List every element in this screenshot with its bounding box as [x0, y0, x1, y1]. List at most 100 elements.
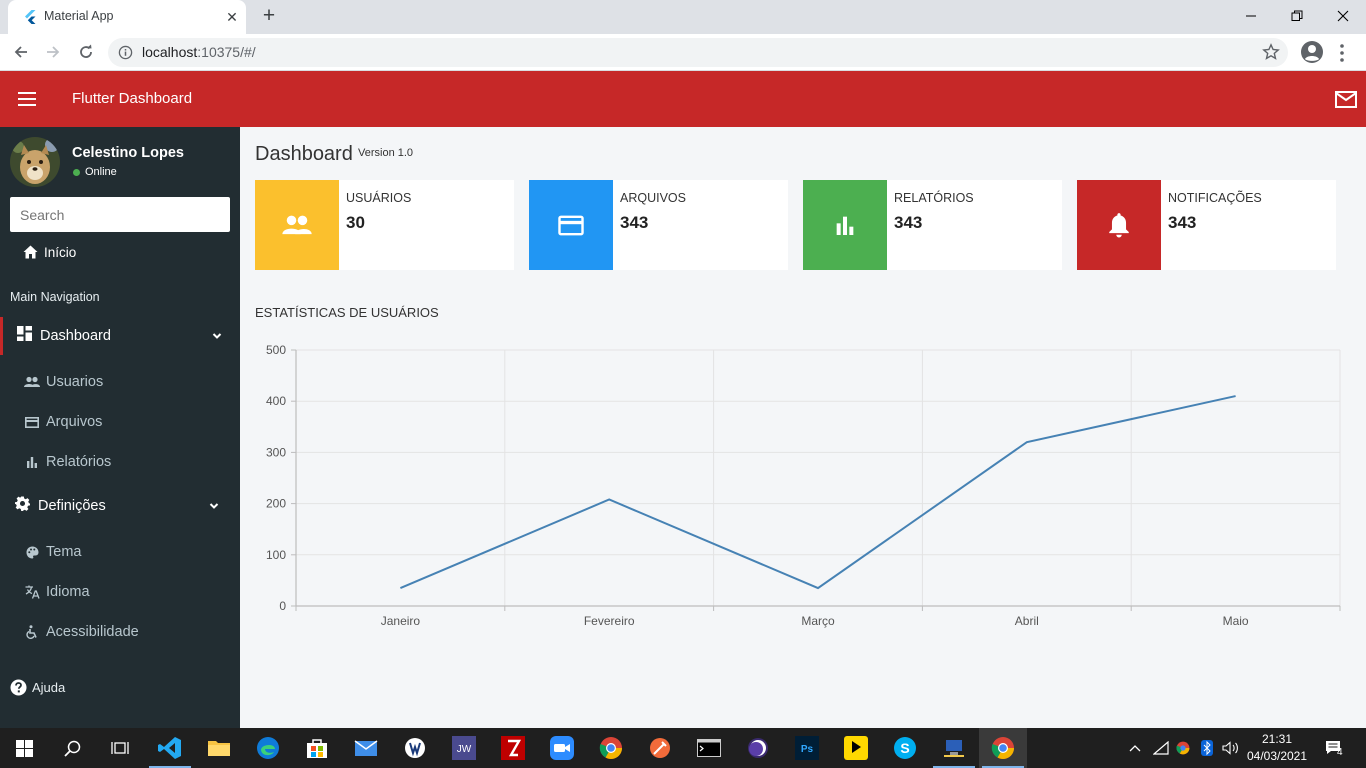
tray-network[interactable]	[1150, 728, 1172, 768]
sidebar-item-inicio[interactable]: Início	[0, 236, 240, 268]
url-path: :10375/#/	[197, 44, 256, 60]
sidebar-item-usuarios[interactable]: Usuarios	[24, 368, 240, 396]
back-button[interactable]	[8, 39, 34, 65]
x-tick-label: Janeiro	[381, 614, 421, 628]
accessibility-icon	[24, 624, 40, 640]
stat-card-label: RELATÓRIOS	[894, 191, 974, 205]
taskbar-store[interactable]	[293, 728, 341, 768]
sidebar-group-definicoes[interactable]: Definições	[0, 487, 240, 525]
sidebar-item-arquivos[interactable]: Arquivos	[24, 408, 240, 436]
stat-card-value: 343	[1168, 213, 1197, 232]
taskbar-mail[interactable]	[342, 728, 390, 768]
sidebar-item-tema[interactable]: Tema	[24, 538, 240, 566]
stat-card-label: ARQUIVOS	[620, 191, 686, 205]
app-bar: Flutter Dashboard	[0, 71, 1366, 127]
notification-center-button[interactable]: 4	[1320, 728, 1350, 768]
sidebar-item-relatorios[interactable]: Relatórios	[24, 448, 240, 476]
tray-volume[interactable]	[1220, 728, 1242, 768]
menu-icon[interactable]	[16, 89, 40, 109]
stat-card-notificacoes[interactable]: NOTIFICAÇÕES 343	[1077, 180, 1336, 270]
taskbar-vscode[interactable]	[146, 728, 194, 768]
y-tick-label: 200	[266, 497, 286, 511]
taskbar-chrome-1[interactable]	[587, 728, 635, 768]
photoshop-icon: Ps	[795, 736, 819, 760]
x-tick-label: Abril	[1015, 614, 1039, 628]
gear-icon	[15, 496, 30, 516]
reload-button[interactable]	[73, 39, 99, 65]
tray-bluetooth[interactable]	[1196, 728, 1218, 768]
minimize-button[interactable]	[1228, 0, 1274, 32]
forward-button[interactable]	[40, 39, 66, 65]
taskbar-filezilla[interactable]	[489, 728, 537, 768]
taskbar-zoom[interactable]	[538, 728, 586, 768]
taskbar: JW Ps S 21:3	[0, 728, 1366, 768]
bar-chart-icon	[836, 216, 854, 235]
help-link[interactable]: Ajuda	[10, 679, 65, 696]
stat-card-value: 343	[620, 213, 649, 232]
sidebar-group-label: Definições	[38, 498, 106, 514]
mail-app-icon	[354, 740, 378, 756]
notification-count: 4	[1337, 747, 1343, 758]
taskbar-player[interactable]	[832, 728, 880, 768]
tray-overflow-button[interactable]	[1124, 728, 1146, 768]
sidebar-item-label: Usuarios	[46, 374, 104, 390]
restore-button[interactable]	[1274, 0, 1320, 32]
taskbar-app-2[interactable]	[636, 728, 684, 768]
star-icon[interactable]	[1262, 43, 1280, 61]
taskbar-search-button[interactable]	[48, 728, 96, 768]
tray-chrome[interactable]	[1172, 728, 1194, 768]
more-vert-icon[interactable]	[1336, 42, 1348, 64]
sidebar-group-dashboard[interactable]: Dashboard	[0, 317, 240, 355]
browser-toolbar: localhost:10375/#/	[0, 34, 1366, 71]
terminal-icon	[697, 739, 721, 757]
close-window-button[interactable]	[1320, 0, 1366, 32]
edge-icon	[257, 737, 279, 759]
zoom-icon	[550, 736, 574, 760]
taskbar-skype[interactable]: S	[881, 728, 929, 768]
jw-icon: JW	[452, 736, 476, 760]
start-button[interactable]	[0, 728, 48, 768]
taskbar-app-3[interactable]	[734, 728, 782, 768]
sidebar-item-idioma[interactable]: Idioma	[24, 578, 240, 606]
eclipse-icon	[748, 738, 768, 758]
chevron-down-icon	[212, 333, 222, 339]
app-title: Flutter Dashboard	[72, 90, 193, 107]
taskbar-edge[interactable]	[244, 728, 292, 768]
mail-icon[interactable]	[1334, 88, 1358, 110]
new-tab-button[interactable]: +	[262, 4, 276, 27]
sidebar-item-acessibilidade[interactable]: Acessibilidade	[24, 618, 240, 646]
profile-icon[interactable]	[1300, 40, 1324, 64]
sidebar-item-label: Relatórios	[46, 454, 112, 470]
search-input[interactable]	[10, 197, 230, 232]
line-chart: 0 100 200 300 400 500 Janeiro Fevereiro Março Abr…	[266, 343, 1341, 628]
home-icon	[22, 244, 38, 260]
taskbar-app-1[interactable]	[391, 728, 439, 768]
stat-card-icon-box	[255, 180, 339, 270]
arrow-left-icon	[14, 46, 27, 58]
svg-text:S: S	[900, 740, 909, 756]
taskbar-jw[interactable]: JW	[440, 728, 488, 768]
taskbar-terminal[interactable]	[685, 728, 733, 768]
windows-icon	[15, 739, 33, 757]
taskbar-file-explorer[interactable]	[195, 728, 243, 768]
stat-card-relatorios[interactable]: RELATÓRIOS 343	[803, 180, 1062, 270]
help-label: Ajuda	[32, 680, 66, 695]
taskbar-network-app[interactable]	[930, 728, 978, 768]
info-icon[interactable]	[118, 45, 133, 60]
browser-tab[interactable]: Material App ✕	[8, 0, 246, 34]
player-icon	[844, 736, 868, 760]
sidebar-item-label: Arquivos	[46, 414, 103, 430]
stat-card-usuarios[interactable]: USUÁRIOS 30	[255, 180, 514, 270]
taskbar-photoshop[interactable]: Ps	[783, 728, 831, 768]
task-view-button[interactable]	[96, 728, 144, 768]
browser-tabstrip: Material App ✕ +	[0, 0, 1366, 34]
translate-icon	[24, 584, 40, 600]
stat-card-arquivos[interactable]: ARQUIVOS 343	[529, 180, 788, 270]
filezilla-icon	[501, 736, 525, 760]
folder-icon	[208, 741, 230, 756]
taskbar-chrome-2[interactable]	[979, 728, 1027, 768]
tab-close-icon[interactable]: ✕	[226, 9, 238, 25]
browser-app-icon	[405, 738, 425, 758]
taskbar-clock[interactable]: 21:31 04/03/2021	[1246, 731, 1308, 765]
address-bar[interactable]: localhost:10375/#/	[108, 38, 1288, 67]
